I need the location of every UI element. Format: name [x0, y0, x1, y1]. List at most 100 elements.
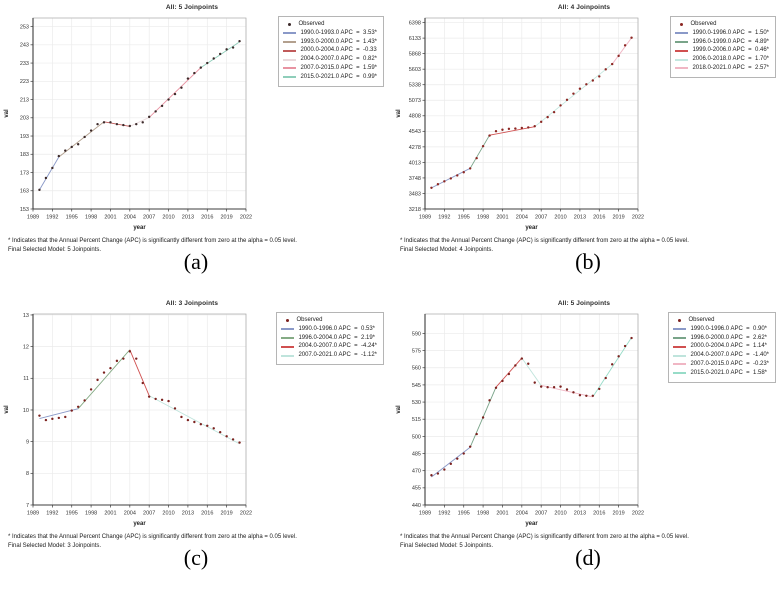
- axis-lines: [32, 314, 246, 506]
- legend-label: 1990.0-1996.0 APC = 0.53*: [298, 325, 375, 332]
- trend-segments: [431, 337, 632, 478]
- svg-text:1998: 1998: [477, 215, 489, 221]
- y-axis-label: val: [4, 405, 10, 414]
- legend-item-segment: 2015.0-2021.0 APC = 0.99*: [283, 73, 377, 82]
- legend-item-observed: Observed: [283, 20, 377, 29]
- svg-text:2016: 2016: [593, 215, 605, 221]
- joinpoint-chart: 440 455 470 485 500 515 530 545 560 575 590 1989 199…: [396, 313, 644, 527]
- legend-item-segment: 2007.0-2015.0 APC = -0.23*: [673, 360, 769, 369]
- footnote-significance: * Indicates that the Annual Percent Chan…: [8, 238, 297, 244]
- segment-line-swatch: [675, 49, 689, 52]
- segment-line-swatch: [673, 372, 687, 375]
- y-tick-labels: 440 455 470 485 500 515 530 545 560 575 590: [412, 331, 421, 509]
- segment-line-swatch: [283, 40, 297, 43]
- svg-text:2010: 2010: [162, 511, 174, 517]
- panel-b: All: 4 Joinpoints 3218 3483 3748 4013 4278 45…: [392, 0, 784, 296]
- x-tick-labels: 1989 1992 1995 1998 2001 2004 2007 2010 2013 2016…: [27, 215, 252, 221]
- legend-item-segment: 1996.0-2004.0 APC = 2.19*: [281, 334, 377, 343]
- footnote-final-model: Final Selected Model: 5 Joinpoints.: [400, 543, 494, 549]
- svg-text:470: 470: [412, 469, 421, 475]
- legend-item-segment: 1990.0-1993.0 APC = 3.53*: [283, 29, 377, 38]
- legend-item-observed: Observed: [281, 316, 377, 325]
- svg-text:1992: 1992: [46, 215, 58, 221]
- svg-text:2004: 2004: [516, 511, 528, 517]
- y-tick-labels: 153 163 173 183 193 203 213 223 233 243 253: [20, 24, 29, 212]
- svg-text:485: 485: [412, 451, 421, 457]
- observed-dot-marker: [680, 22, 684, 26]
- gridlines: [32, 18, 247, 210]
- svg-text:2019: 2019: [221, 215, 233, 221]
- segment-line-swatch: [281, 328, 295, 331]
- svg-text:2001: 2001: [104, 215, 116, 221]
- axis-lines: [424, 314, 638, 506]
- svg-text:4543: 4543: [409, 129, 421, 135]
- legend-item-segment: 2006.0-2018.0 APC = 1.70*: [675, 55, 769, 64]
- svg-text:13: 13: [23, 313, 29, 319]
- svg-text:2022: 2022: [240, 511, 252, 517]
- svg-text:2022: 2022: [240, 215, 252, 221]
- x-axis-label: year: [525, 521, 538, 527]
- legend-label: Observed: [688, 317, 715, 323]
- segment-line-swatch: [281, 336, 295, 339]
- legend-label: 2007.0-2015.0 APC = -0.23*: [690, 360, 769, 367]
- segment-line-swatch: [283, 76, 297, 79]
- svg-text:1992: 1992: [46, 511, 58, 517]
- segment-line-swatch: [673, 345, 687, 348]
- svg-text:213: 213: [20, 97, 29, 103]
- segment-line-swatch: [283, 58, 297, 61]
- segment-line-swatch: [281, 354, 295, 357]
- svg-text:515: 515: [412, 417, 421, 423]
- svg-text:253: 253: [20, 24, 29, 30]
- joinpoint-chart: 7 8 9 10 11 12 13 1989 1992 1995 1998 2001 2004 2007 2…: [4, 313, 252, 527]
- observed-dot-marker: [288, 22, 292, 26]
- segment-line-swatch: [675, 58, 689, 61]
- segment-line-swatch: [675, 32, 689, 35]
- legend-item-segment: 2007.0-2015.0 APC = 1.59*: [283, 64, 377, 73]
- svg-text:2007: 2007: [535, 511, 547, 517]
- legend-label: 2015.0-2021.0 APC = 1.58*: [690, 369, 767, 376]
- legend-label: 2004.0-2007.0 APC = -1.40*: [690, 352, 769, 359]
- y-tick-marks: [422, 333, 425, 506]
- svg-text:9: 9: [26, 440, 29, 446]
- x-tick-labels: 1989 1992 1995 1998 2001 2004 2007 2010 2013 2016…: [419, 511, 644, 517]
- svg-text:1995: 1995: [458, 511, 470, 517]
- svg-text:1989: 1989: [27, 215, 39, 221]
- y-tick-marks: [422, 22, 425, 210]
- legend-item-segment: 1999.0-2006.0 APC = 0.46*: [675, 46, 769, 55]
- segment-line-swatch: [281, 345, 295, 348]
- svg-text:5073: 5073: [409, 98, 421, 104]
- svg-text:2007: 2007: [143, 511, 155, 517]
- svg-text:233: 233: [20, 61, 29, 67]
- x-tick-labels: 1989 1992 1995 1998 2001 2004 2007 2010 2013 2016…: [27, 511, 252, 517]
- svg-text:2007: 2007: [535, 215, 547, 221]
- svg-text:5338: 5338: [409, 83, 421, 89]
- svg-text:2019: 2019: [221, 511, 233, 517]
- legend-label: 2015.0-2021.0 APC = 0.99*: [300, 73, 377, 80]
- legend-item-segment: 2004.0-2007.0 APC = -1.40*: [673, 351, 769, 360]
- legend-item-segment: 1990.0-1996.0 APC = 0.53*: [281, 325, 377, 334]
- svg-text:2013: 2013: [574, 511, 586, 517]
- svg-text:5603: 5603: [409, 67, 421, 73]
- legend-item-observed: Observed: [673, 316, 769, 325]
- segment-line-swatch: [673, 363, 687, 366]
- svg-text:2016: 2016: [201, 511, 213, 517]
- legend-item-segment: 2018.0-2021.0 APC = 2.57*: [675, 64, 769, 73]
- footnote-significance: * Indicates that the Annual Percent Chan…: [400, 534, 689, 540]
- gridlines: [424, 314, 639, 506]
- panel-caption: (d): [575, 545, 601, 570]
- svg-text:2019: 2019: [613, 215, 625, 221]
- legend-label: 2007.0-2021.0 APC = -1.12*: [298, 352, 377, 359]
- svg-text:560: 560: [412, 366, 421, 372]
- svg-text:2010: 2010: [162, 215, 174, 221]
- axis-lines: [424, 18, 638, 210]
- legend-item-segment: 2000.0-2004.0 APC = -0.33: [283, 46, 377, 55]
- legend-label: 1993.0-2000.0 APC = 1.43*: [300, 38, 377, 45]
- svg-text:223: 223: [20, 79, 29, 85]
- legend-label: 2000.0-2004.0 APC = 1.14*: [690, 343, 767, 350]
- legend-label: 1996.0-1999.0 APC = 4.89*: [692, 38, 769, 45]
- svg-text:2019: 2019: [613, 511, 625, 517]
- legend-label: 2004.0-2007.0 APC = 0.82*: [300, 56, 377, 63]
- x-tick-marks: [32, 209, 247, 212]
- y-tick-marks: [30, 314, 33, 506]
